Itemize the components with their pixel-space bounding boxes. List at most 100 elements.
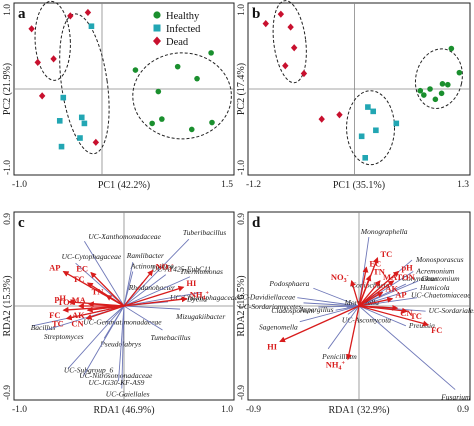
legend-marker-dead [153,36,161,46]
x-axis-label: RDA1 (46.9%) [93,405,154,416]
point-infected [77,135,83,141]
species-label: Streptomyces [44,332,84,341]
species-label: Monosporascus [415,255,464,264]
species-vector [297,297,360,307]
species-vector [123,238,190,307]
x-axis-label: RDA1 (32.9%) [328,405,389,416]
group-ellipse [414,48,463,109]
environmental-vector [90,271,125,307]
species-label: Thermomonas [180,267,223,276]
legend-label: Infected [166,24,201,35]
species-vector [123,291,202,307]
point-healthy [208,50,214,56]
environmental-vector [123,285,185,307]
panel-d: d -0.9 0.9 RDA1 (32.9%) 0.9 -0.9 RDA2 (16.5%) M… [236,211,474,416]
point-infected [81,120,88,127]
species-label: Sagenomella [259,323,298,332]
point-dead [277,10,285,18]
legend-marker-infected [153,24,161,32]
environmental-label: HI [267,342,278,352]
environmental-label: TC [52,319,64,329]
species-vector [299,305,360,323]
point-healthy [132,67,139,73]
species-label: Penicillium [321,352,357,361]
point-healthy [417,87,424,94]
point-dead [28,25,35,33]
species-vector [123,305,163,331]
species-label: UC-Davidiellaceae [237,293,296,302]
point-dead [84,8,92,17]
species-label: Monographella [360,227,408,236]
species-label: Mizugakiibacter [175,312,225,321]
environmental-vector [358,280,381,307]
point-healthy [438,90,445,97]
point-healthy [155,88,162,95]
environmental-label: pH [55,293,67,303]
y-tick-label: 1.0 [237,4,247,16]
point-infected [358,133,365,140]
species-label: Aspergillus [299,305,334,314]
species-label: Podosphaera [268,279,309,288]
species-label: UC-Nitrosomonadaceae [79,371,153,380]
environmental-label: HI [186,278,197,288]
point-dead [336,111,343,119]
species-vector [303,302,360,307]
species-vector [123,276,191,307]
environmental-label: FC [431,325,442,335]
environmental-vector [358,296,394,307]
point-healthy [209,119,215,126]
environmental-vector [85,305,125,320]
species-vector [313,287,360,307]
point-infected [362,155,369,161]
environmental-label: TON [58,297,77,307]
environmental-label: NH4+ [190,290,210,302]
y-tick-label: -1.0 [237,160,247,175]
point-dead [262,20,269,28]
point-infected [365,104,371,110]
point-dead [318,115,325,123]
y-tick-label: -1.0 [3,160,13,175]
panel-c: c -1.0 1.0 RDA1 (46.9%) 0.9 -0.9 RDA2 (15.3%) U… [2,211,239,416]
species-vector [358,305,407,327]
point-healthy [421,92,427,98]
point-infected [56,118,63,124]
point-healthy [445,81,451,88]
environmental-label: TON [397,272,416,282]
point-healthy [432,96,439,103]
point-healthy [159,116,165,122]
environmental-vector [350,279,360,307]
species-label: Ramlibacter [126,251,164,260]
group-ellipse [132,52,232,140]
y-axis-label: PC2 (17.4%) [236,63,247,115]
environmental-label: EC [76,264,88,274]
point-healthy [174,63,181,70]
species-vector [123,271,134,307]
point-infected [370,108,377,115]
point-infected [60,94,67,101]
species-label: Cladosporium [271,306,315,315]
species-label: Rhodanobacter [128,283,175,292]
species-label: Acremonium [415,267,455,276]
species-vector [123,305,181,310]
environmental-vector [358,266,369,307]
x-tick-label: 1.5 [221,180,233,190]
x-tick-label: 0.9 [457,405,469,415]
species-label: Humicola [419,283,450,292]
species-vector [75,262,125,307]
point-dead [50,55,57,63]
x-axis-label: PC1 (35.1%) [333,180,385,191]
point-dead [300,69,308,78]
species-label: UC-Chaetomiaceae [411,291,471,300]
group-ellipse [346,90,396,166]
environmental-vector [358,305,409,314]
panel-a: a -1.0 1.5 PC1 (42.2%) 1.0 -1.0 PC2 (21.9%) [2,0,235,191]
y-tick-label: -0.9 [237,385,247,400]
point-infected [78,114,85,121]
environmental-vector [105,294,125,307]
y-axis-label: PC2 (21.9%) [2,63,13,115]
point-healthy [448,45,455,52]
environmental-vector [68,299,125,307]
legend-label: Healthy [166,11,200,22]
y-axis-label: RDA2 (15.3%) [2,275,13,336]
species-label: UC-Xanthomonadaceae [88,232,161,241]
